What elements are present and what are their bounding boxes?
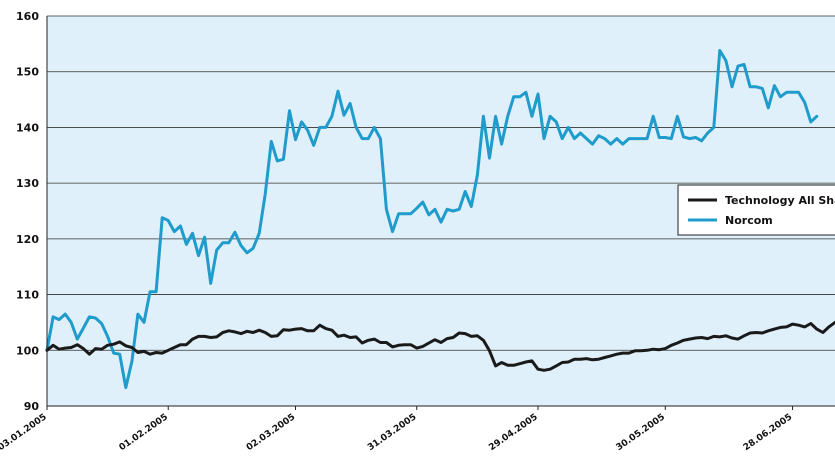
y-tick-label-100: 100 xyxy=(16,344,39,357)
y-tick-label-160: 160 xyxy=(16,10,39,23)
x-axis-ticks: 03.01.2005 01.02.2005 02.03.2005 31.03.2005… xyxy=(0,406,794,453)
x-tick-label: 02.03.2005 xyxy=(245,412,297,453)
legend-box xyxy=(677,184,835,236)
axes xyxy=(46,16,835,407)
y-axis-ticks: 90 100 110 120 130 140 150 160 xyxy=(16,10,39,413)
y-tick-label-120: 120 xyxy=(16,233,39,246)
x-tick-label: 01.02.2005 xyxy=(118,412,170,453)
legend: Technology All Share Norcom xyxy=(677,184,835,236)
y-tick-label-130: 130 xyxy=(16,177,39,190)
x-tick-label: 29.04.2005 xyxy=(487,412,539,453)
x-tick-label: 30.05.2005 xyxy=(615,412,667,453)
legend-label-norcom: Norcom xyxy=(725,214,773,227)
series-lines xyxy=(45,49,835,390)
y-tick-label-90: 90 xyxy=(24,400,40,413)
x-tick-label: 28.06.2005 xyxy=(742,412,794,453)
legend-label-technology-all-share: Technology All Share xyxy=(725,194,835,207)
y-tick-label-150: 150 xyxy=(16,66,39,79)
x-tick-label: 31.03.2005 xyxy=(366,412,418,453)
y-tick-label-110: 110 xyxy=(16,289,39,302)
x-tick-label: 03.01.2005 xyxy=(0,412,49,453)
series-line-technology-all-share xyxy=(45,320,835,372)
series-line-norcom xyxy=(45,49,819,390)
y-tick-label-140: 140 xyxy=(16,121,39,134)
